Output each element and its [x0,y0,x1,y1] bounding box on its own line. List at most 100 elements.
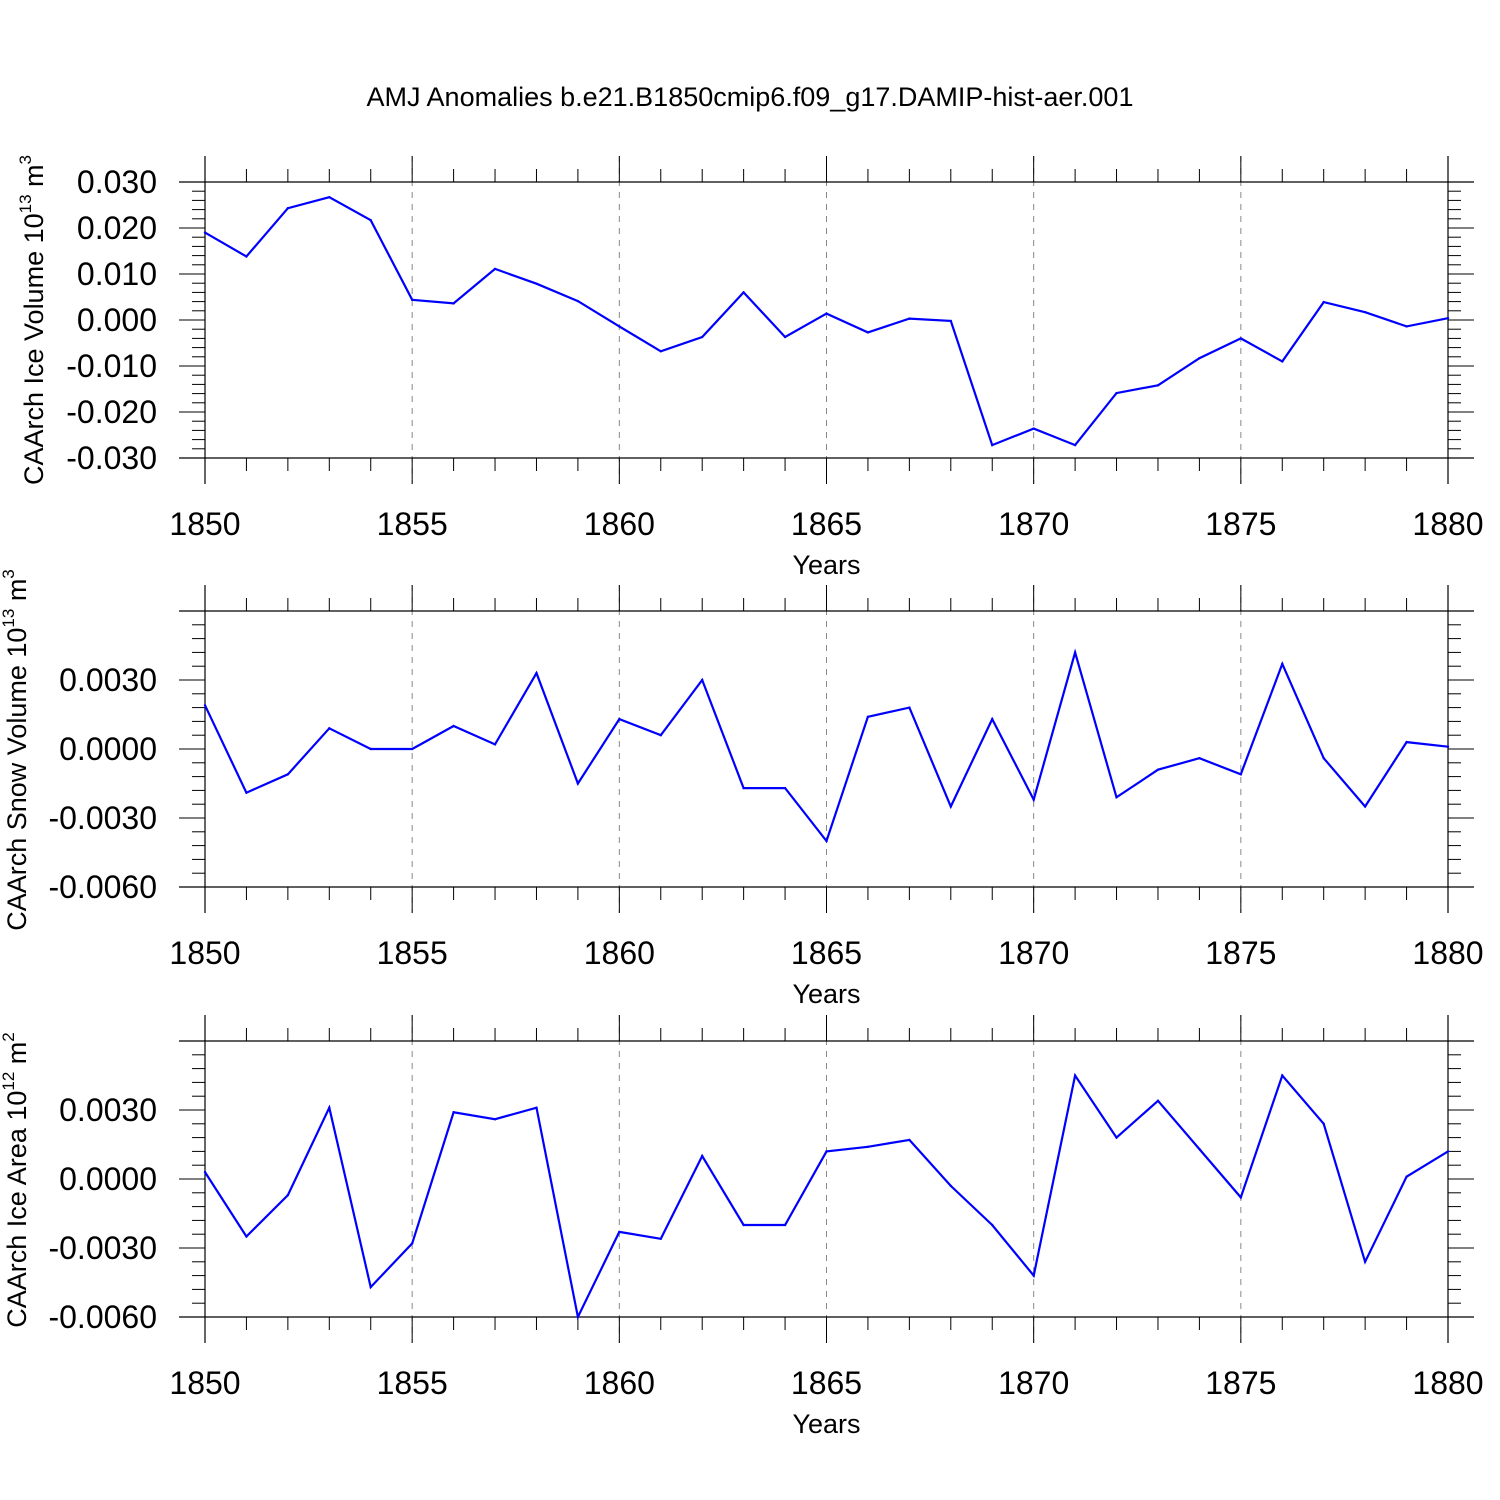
data-point-ice-area [949,1184,952,1188]
data-point-snow-volume [701,678,704,682]
data-point-snow-volume [866,715,870,718]
data-point-ice-volume [245,255,248,258]
data-point-ice-area [1405,1175,1408,1178]
x-tick-label-ice-volume: 1880 [1412,506,1483,542]
data-point-ice-volume [328,195,331,199]
data-point-ice-volume [742,291,745,294]
y-tick-label-ice-volume: 0.010 [77,256,157,292]
chart-title: AMJ Anomalies b.e21.B1850cmip6.f09_g17.D… [366,82,1134,112]
data-point-ice-volume [701,335,704,339]
data-point-ice-area [1073,1074,1077,1077]
data-point-ice-volume [1032,427,1035,430]
x-tick-label-ice-area: 1880 [1412,1365,1483,1401]
y-tick-label-snow-volume: 0.0000 [59,731,157,767]
data-point-ice-volume [410,298,414,301]
data-point-snow-volume [783,786,787,790]
data-point-ice-volume [576,299,580,303]
data-point-ice-area [1032,1274,1035,1277]
data-point-ice-area [410,1242,414,1245]
data-point-ice-area [493,1118,497,1121]
data-point-ice-volume [493,267,497,271]
data-point-ice-area [659,1237,662,1241]
data-point-snow-volume [1363,805,1367,808]
x-tick-label-snow-volume: 1870 [998,935,1069,971]
data-point-snow-volume [452,724,455,728]
data-point-snow-volume [908,706,911,709]
y-tick-label-ice-volume: -0.010 [66,348,157,384]
data-point-ice-area [742,1223,745,1227]
x-tick-label-ice-volume: 1875 [1205,506,1276,542]
data-point-ice-volume [783,335,787,339]
x-tick-label-ice-area: 1870 [998,1365,1069,1401]
y-tick-label-ice-area: -0.0030 [48,1230,157,1266]
data-point-snow-volume [1198,757,1201,760]
data-point-ice-volume [949,319,952,323]
series-line-ice-volume [204,196,1449,447]
data-point-ice-volume [452,302,455,305]
y-axis-title-snow-volume: CAArch Snow Volume 1013 m3 [0,569,32,931]
data-point-ice-area [908,1138,911,1142]
data-point-snow-volume [203,704,207,707]
data-point-snow-volume [1032,798,1035,801]
data-point-ice-volume [203,231,207,234]
x-tick-label-ice-area: 1875 [1205,1365,1276,1401]
data-point-ice-volume [991,443,994,447]
data-point-ice-area [991,1223,994,1227]
data-point-snow-volume [286,773,290,776]
y-tick-label-snow-volume: 0.0030 [59,662,157,698]
data-point-ice-volume [1363,310,1367,314]
x-tick-label-snow-volume: 1855 [377,935,448,971]
data-point-ice-area [1156,1099,1160,1103]
x-tick-label-snow-volume: 1865 [791,935,862,971]
data-point-snow-volume [742,786,745,790]
x-tick-label-ice-area: 1850 [169,1365,240,1401]
y-tick-label-ice-area: -0.0060 [48,1299,157,1335]
x-tick-label-ice-volume: 1860 [584,506,655,542]
data-point-snow-volume [493,743,497,746]
data-point-snow-volume [1156,768,1160,771]
data-point-ice-volume [286,207,290,210]
data-point-snow-volume [1322,757,1325,760]
data-point-ice-area [328,1106,331,1109]
y-tick-label-ice-volume: 0.030 [77,164,157,200]
data-point-snow-volume [576,782,580,785]
data-point-snow-volume [949,805,952,808]
data-point-ice-area [1239,1196,1243,1199]
data-point-ice-area [245,1235,248,1238]
data-point-snow-volume [1073,651,1077,654]
data-point-snow-volume [991,717,994,721]
data-point-ice-volume [1281,360,1284,363]
y-tick-label-ice-volume: -0.020 [66,394,157,430]
data-point-ice-area [286,1193,290,1197]
x-tick-label-ice-area: 1860 [584,1365,655,1401]
x-tick-label-ice-volume: 1855 [377,506,448,542]
x-tick-label-snow-volume: 1860 [584,935,655,971]
data-point-ice-area [1363,1260,1367,1264]
data-point-snow-volume [659,734,662,737]
y-tick-label-ice-area: 0.0030 [59,1092,157,1128]
data-point-ice-volume [908,317,911,320]
data-point-snow-volume [618,717,621,721]
data-point-ice-area [369,1285,372,1289]
data-point-ice-area [452,1111,455,1114]
data-point-ice-volume [659,350,662,353]
x-axis-title-ice-volume: Years [792,550,860,580]
data-point-snow-volume [369,747,372,751]
y-tick-label-ice-volume: 0.020 [77,210,157,246]
data-point-snow-volume [410,747,414,751]
data-point-snow-volume [1405,740,1408,744]
data-point-snow-volume [1281,662,1284,666]
y-axis-title-ice-volume: CAArch Ice Volume 1013 m3 [16,155,49,485]
data-point-ice-area [203,1170,207,1174]
data-point-ice-volume [1322,300,1325,304]
y-tick-label-ice-volume: 0.000 [77,302,157,338]
y-tick-label-ice-area: 0.0000 [59,1161,157,1197]
data-point-ice-area [1281,1074,1284,1077]
x-axis-title-snow-volume: Years [792,979,860,1009]
x-tick-label-ice-area: 1855 [377,1365,448,1401]
x-tick-label-snow-volume: 1880 [1412,935,1483,971]
data-point-ice-volume [1156,384,1160,387]
x-tick-label-snow-volume: 1875 [1205,935,1276,971]
x-tick-label-ice-volume: 1850 [169,506,240,542]
